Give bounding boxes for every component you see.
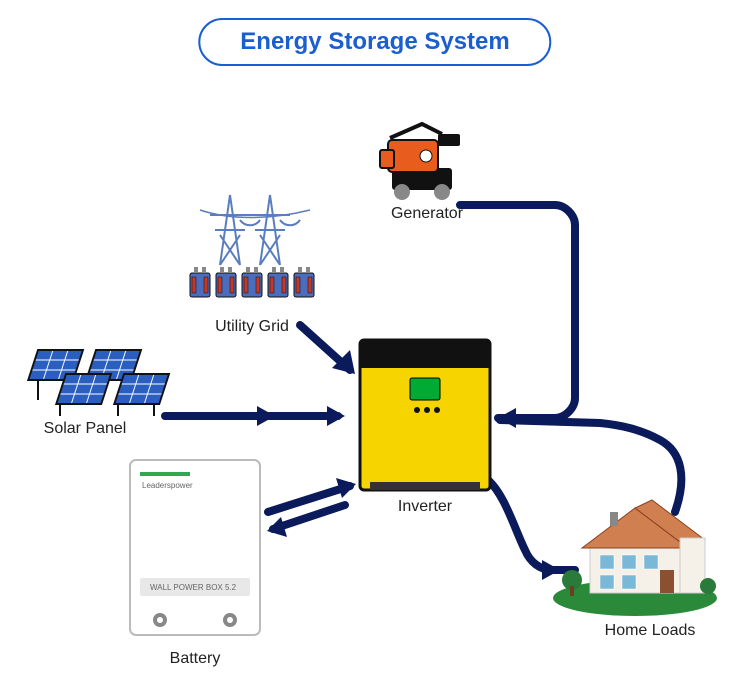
- generator-label: Generator: [391, 205, 463, 223]
- battery-label: Battery: [170, 650, 221, 668]
- battery-brand: Leaderspower: [142, 481, 193, 490]
- solar-panel-icon: [28, 350, 169, 416]
- home-loads-icon: [553, 500, 717, 616]
- solar-panel-label: Solar Panel: [44, 420, 127, 438]
- inverter-icon: [360, 340, 490, 490]
- generator-icon: [380, 124, 460, 200]
- home-loads-label: Home Loads: [605, 622, 696, 640]
- inverter-label: Inverter: [398, 498, 452, 516]
- diagram-canvas: Leaderspower WALL POWER BOX 5.2: [0, 0, 750, 694]
- utility-grid-label: Utility Grid: [215, 318, 289, 336]
- utility-grid-icon: [190, 195, 314, 297]
- battery-icon: Leaderspower WALL POWER BOX 5.2: [130, 460, 260, 635]
- battery-model: WALL POWER BOX 5.2: [150, 583, 237, 592]
